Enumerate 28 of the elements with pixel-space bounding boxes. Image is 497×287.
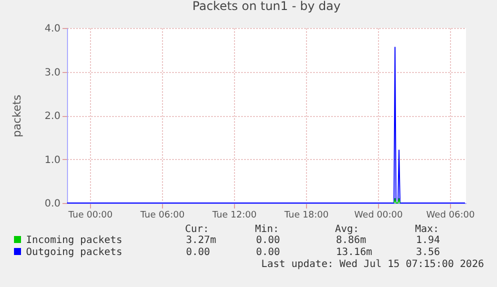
text: Cur: [185,224,210,235]
text: Last update: Wed Jul 15 07:15:00 2026 [261,259,484,270]
text: 1.94 [416,235,440,246]
x-tick-label: Tue 06:00 [139,210,185,220]
y-tick-label: 0.0 [44,198,60,210]
text: 3.56 [416,247,440,258]
x-tick-label: Tue 12:00 [211,210,257,220]
legend-label: Incoming packets [25,235,122,246]
text: 0.00 [186,247,210,258]
y-axis-title: packets [10,94,24,138]
text: 13.16m [336,247,372,258]
x-tick-label: Tue 18:00 [283,210,329,220]
text: 0.00 [256,235,280,246]
text: Min: [255,224,280,235]
y-tick-label: 2.0 [44,111,60,122]
text: Max: [415,224,440,235]
text: Avg: [335,224,360,235]
y-tick-label: 1.0 [44,154,60,166]
legend-label: Outgoing packets [25,247,122,258]
x-tick-label: Wed 06:00 [426,210,475,220]
y-tick-label: 4.0 [44,24,60,34]
text: 3.27m [186,235,216,246]
chart-title: Packets on tun1 - by day [192,0,341,13]
text: 0.00 [256,247,280,258]
y-tick-label: 3.0 [44,67,60,78]
text: 8.86m [336,235,366,246]
x-tick-label: Wed 00:00 [354,210,403,220]
x-tick-label: Tue 00:00 [67,210,113,220]
